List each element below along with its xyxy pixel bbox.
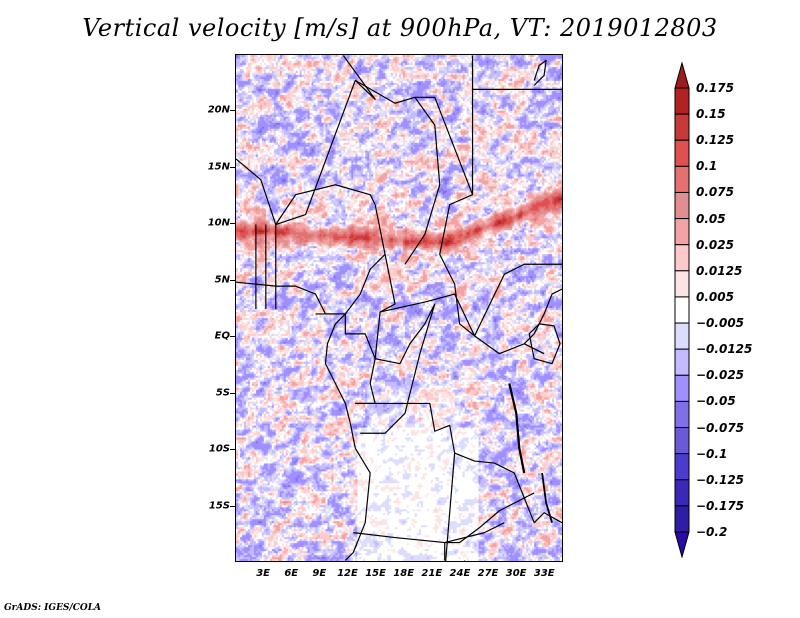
colorbar-swatch [674, 244, 690, 272]
colorbar-swatch [674, 427, 690, 455]
border-nigeria-north [275, 184, 376, 225]
y-tick-label: 5N [214, 274, 230, 286]
border-cameroon-car [374, 254, 401, 365]
colorbar-label: −0.075 [696, 420, 745, 435]
lake-tanganyika [508, 383, 526, 474]
x-tick-label: 18E [393, 568, 415, 579]
map-plot-area [235, 54, 563, 562]
border-uganda-kenya [523, 288, 562, 345]
colorbar-swatch [674, 505, 690, 533]
x-tick-label: 15E [365, 568, 386, 579]
colorbar-label: 0.075 [696, 185, 734, 200]
grads-credit: GrADS: IGES/COLA [4, 603, 102, 613]
border-libya-chad [354, 55, 474, 196]
border-zambia-drc [494, 462, 562, 524]
colorbar-swatch [674, 400, 690, 429]
border-angola-zambia [445, 453, 466, 561]
colorbar-swatch [674, 374, 690, 402]
border-congo-drc [360, 303, 436, 434]
y-tick-mark [230, 505, 235, 507]
colorbar-swatch [674, 348, 690, 376]
border-gabon-congo [315, 313, 376, 405]
y-tick-label: 10N [207, 217, 230, 229]
y-tick-label: 5S [215, 387, 230, 399]
y-tick-label: EQ [214, 330, 230, 342]
colorbar-swatch [674, 453, 690, 481]
colorbar-label: −0.175 [696, 498, 745, 513]
y-tick-mark [230, 110, 235, 112]
y-tick-label: 15S [208, 500, 230, 512]
border-car-south [379, 293, 545, 355]
colorbar-label: 0.05 [696, 211, 726, 226]
border-chad-sudan [439, 194, 475, 337]
y-tick-mark [230, 279, 235, 281]
coastline-angola [344, 447, 371, 561]
colorbar-label: 0.005 [696, 289, 734, 304]
colorbar-swatch [674, 113, 690, 141]
x-tick-label: 33E [533, 568, 555, 579]
colorbar-label: 0.025 [696, 237, 734, 252]
x-tick-label: 30E [505, 568, 527, 579]
colorbar-label: 0.0125 [696, 263, 743, 278]
x-tick-label: 3E [256, 568, 271, 579]
nile-delta-coast [533, 59, 547, 86]
colorbar-label: 0.1 [696, 159, 718, 174]
colorbar-label: −0.2 [696, 525, 728, 539]
y-tick-label: 15N [207, 161, 230, 173]
border-sudan-south [473, 263, 562, 337]
border-nigeria-cameroon [344, 204, 386, 315]
colorbar-label: −0.0125 [696, 342, 753, 357]
colorbar-extend-top [674, 62, 690, 89]
y-tick-mark [230, 449, 235, 451]
country-boundaries [236, 55, 562, 561]
colorbar-swatch [674, 139, 690, 167]
colorbar-label: −0.05 [696, 394, 736, 409]
coastline-gulf-of-guinea [236, 281, 356, 449]
colorbar-label: 0.15 [696, 107, 726, 122]
border-angola-drc [355, 402, 495, 464]
colorbar-extend-bottom [674, 531, 690, 558]
x-tick-label: 12E [337, 568, 358, 579]
colorbar-swatch [674, 270, 690, 298]
colorbar [674, 62, 690, 558]
y-tick-label: 20N [207, 104, 230, 116]
y-tick-mark [230, 392, 235, 394]
x-tick-label: 9E [312, 568, 327, 579]
colorbar-swatch [674, 296, 690, 324]
colorbar-label: −0.1 [696, 446, 728, 461]
colorbar-label: −0.005 [696, 316, 745, 331]
y-tick-mark [230, 166, 235, 168]
chart-title: Vertical velocity [m/s] at 900hPa, VT: 2… [82, 14, 718, 42]
x-tick-label: 6E [284, 568, 299, 579]
colorbar-label: 0.125 [696, 133, 734, 148]
border-zambia-south [444, 492, 535, 561]
y-tick-label: 10S [208, 443, 230, 455]
x-tick-label: 21E [421, 568, 443, 579]
border-benin-togo [255, 224, 277, 309]
colorbar-label: −0.025 [696, 368, 745, 383]
colorbar-label: 0.175 [696, 81, 734, 95]
lake-victoria [528, 323, 561, 365]
lake-malawi [541, 472, 553, 523]
y-tick-mark [230, 223, 235, 225]
colorbar-label: −0.125 [696, 472, 745, 487]
border-algeria-niger [236, 55, 376, 226]
x-tick-label: 27E [477, 568, 499, 579]
y-tick-mark [230, 336, 235, 338]
x-tick-label: 24E [449, 568, 471, 579]
colorbar-swatch [674, 87, 690, 115]
border-niger-chad [404, 96, 441, 265]
colorbar-swatch [674, 218, 690, 246]
colorbar-swatch [674, 191, 690, 220]
colorbar-swatch [674, 165, 690, 193]
colorbar-swatch [674, 479, 690, 507]
colorbar-swatch [674, 322, 690, 350]
